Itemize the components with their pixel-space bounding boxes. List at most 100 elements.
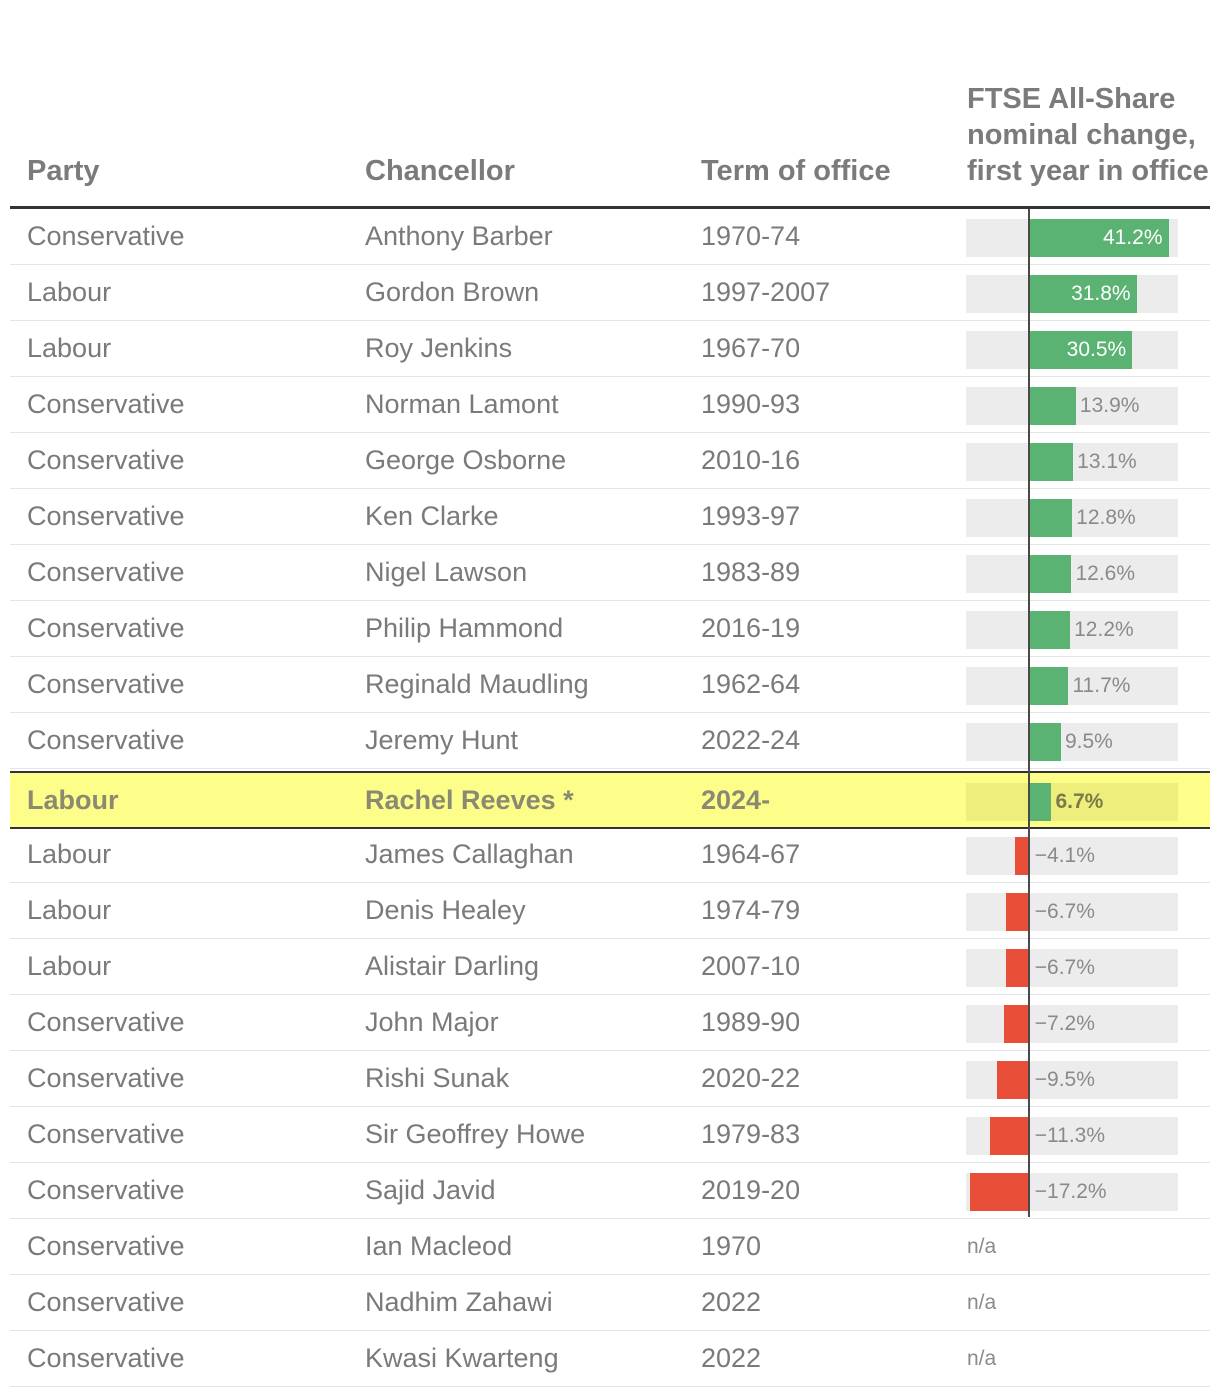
bar-track: −7.2%	[966, 1005, 1178, 1043]
term-cell: 2007-10	[701, 951, 801, 981]
chancellor-cell: Ian Macleod	[365, 1231, 513, 1261]
positive-bar	[1028, 723, 1061, 761]
table-row: Conservative Nigel Lawson 1983-89 12.6%	[10, 545, 1210, 601]
term-cell: 1974-79	[701, 895, 801, 925]
bar-value-label: −6.7%	[1034, 956, 1095, 979]
chancellor-cell: Philip Hammond	[365, 613, 564, 643]
term-cell: 2022-24	[701, 725, 801, 755]
party-cell: Conservative	[27, 1287, 185, 1317]
party-cell: Conservative	[27, 501, 185, 531]
term-cell: 2019-20	[701, 1175, 801, 1205]
chancellor-cell: Norman Lamont	[365, 389, 559, 419]
chancellor-cell: Sir Geoffrey Howe	[365, 1119, 586, 1149]
party-cell: Labour	[27, 784, 119, 815]
table-row: Conservative Jeremy Hunt 2022-24 9.5%	[10, 713, 1210, 769]
chancellor-cell: Reginald Maudling	[365, 669, 589, 699]
party-cell: Labour	[27, 951, 112, 981]
positive-bar	[1028, 499, 1073, 537]
bar-track: 12.8%	[966, 499, 1178, 537]
positive-bar	[1028, 667, 1069, 705]
chancellor-cell: Jeremy Hunt	[365, 725, 519, 755]
party-cell: Conservative	[27, 389, 185, 419]
term-cell: 1979-83	[701, 1119, 801, 1149]
chancellor-cell: Roy Jenkins	[365, 333, 513, 363]
header-ftse-change: FTSE All-Share nominal change, first yea…	[967, 83, 1209, 187]
party-cell: Labour	[27, 895, 112, 925]
term-cell: 2024-	[701, 784, 771, 815]
term-cell: 1983-89	[701, 557, 801, 587]
chancellor-cell: John Major	[365, 1007, 499, 1037]
term-cell: 1990-93	[701, 389, 801, 419]
chancellor-cell: Anthony Barber	[365, 221, 553, 251]
positive-bar	[1028, 387, 1076, 425]
negative-bar	[996, 1061, 1029, 1099]
table-row: Labour Roy Jenkins 1967-70 30.5%	[10, 321, 1210, 377]
chancellor-cell: Ken Clarke	[365, 501, 499, 531]
party-cell: Conservative	[27, 1175, 185, 1205]
party-cell: Conservative	[27, 725, 185, 755]
bar-track: 6.7%	[966, 783, 1178, 821]
table-row: Conservative John Major 1989-90 −7.2%	[10, 995, 1210, 1051]
table-row: Labour James Callaghan 1964-67 −4.1%	[10, 827, 1210, 883]
bar-track: 41.2%	[966, 219, 1178, 257]
party-cell: Conservative	[27, 613, 185, 643]
bar-value-label: 6.7%	[1055, 790, 1104, 813]
term-cell: 2016-19	[701, 613, 801, 643]
positive-bar	[1028, 275, 1137, 313]
term-cell: 1997-2007	[701, 277, 831, 307]
bar-value-label: 12.8%	[1076, 506, 1136, 529]
party-cell: Conservative	[27, 1231, 185, 1261]
table-row: Conservative Reginald Maudling 1962-64 11.7…	[10, 657, 1210, 713]
bar-value-label: 9.5%	[1064, 730, 1113, 753]
bar-track: 11.7%	[966, 667, 1178, 705]
chancellor-cell: Rachel Reeves *	[365, 784, 574, 815]
table-row: Conservative Ian Macleod 1970 n/a	[10, 1219, 1210, 1275]
negative-bar	[1006, 949, 1029, 987]
chancellor-cell: Kwasi Kwarteng	[365, 1343, 559, 1373]
na-label: n/a	[967, 1290, 997, 1314]
chancellor-cell: Nigel Lawson	[365, 557, 528, 587]
table-row-highlighted: Labour Rachel Reeves * 2024- 6.7%	[10, 771, 1210, 829]
header-rule	[10, 206, 1210, 209]
header-chancellor: Chancellor	[365, 155, 515, 187]
bar-value-label: 13.9%	[1079, 394, 1140, 417]
party-cell: Conservative	[27, 1007, 185, 1037]
positive-bar	[1028, 555, 1072, 593]
table-row: Conservative George Osborne 2010-16 13.1%	[10, 433, 1210, 489]
bar-track: 31.8%	[966, 275, 1178, 313]
bar-value-label: −9.5%	[1034, 1068, 1095, 1091]
term-cell: 2022	[701, 1287, 762, 1317]
party-cell: Conservative	[27, 669, 185, 699]
table-row: Conservative Nadhim Zahawi 2022 n/a	[10, 1275, 1210, 1331]
header-party: Party	[27, 155, 100, 187]
party-cell: Conservative	[27, 1063, 185, 1093]
negative-bar	[990, 1117, 1029, 1155]
bar-value-label: 31.8%	[1071, 282, 1131, 305]
table-row: Conservative Sajid Javid 2019-20 −17.2%	[10, 1163, 1210, 1219]
bar-value-label: −6.7%	[1034, 900, 1095, 923]
party-cell: Conservative	[27, 1343, 185, 1373]
bar-value-label: 13.1%	[1077, 450, 1137, 473]
header-term: Term of office	[701, 155, 891, 187]
bar-track: −4.1%	[966, 837, 1178, 875]
bar-track: −17.2%	[966, 1173, 1178, 1211]
negative-bar	[1014, 837, 1029, 875]
table-row: Conservative Anthony Barber 1970-74 41.2%	[10, 209, 1210, 265]
bar-track: 9.5%	[966, 723, 1178, 761]
bar-value-label: 12.2%	[1074, 618, 1134, 641]
table-row: Conservative Kwasi Kwarteng 2022 n/a	[10, 1331, 1210, 1387]
negative-bar	[970, 1173, 1029, 1211]
term-cell: 2020-22	[701, 1063, 801, 1093]
bar-value-label: 30.5%	[1066, 338, 1127, 361]
table-row: Conservative Ken Clarke 1993-97 12.8%	[10, 489, 1210, 545]
party-cell: Labour	[27, 839, 112, 869]
table-row: Conservative Norman Lamont 1990-93 13.9%	[10, 377, 1210, 433]
chancellor-cell: James Callaghan	[365, 839, 574, 869]
chancellor-cell: Nadhim Zahawi	[365, 1287, 553, 1317]
bar-track: −11.3%	[966, 1117, 1178, 1155]
positive-bar	[1028, 219, 1169, 257]
bar-value-label: −4.1%	[1034, 844, 1095, 867]
term-cell: 1989-90	[701, 1007, 801, 1037]
bar-track: 12.2%	[966, 611, 1178, 649]
